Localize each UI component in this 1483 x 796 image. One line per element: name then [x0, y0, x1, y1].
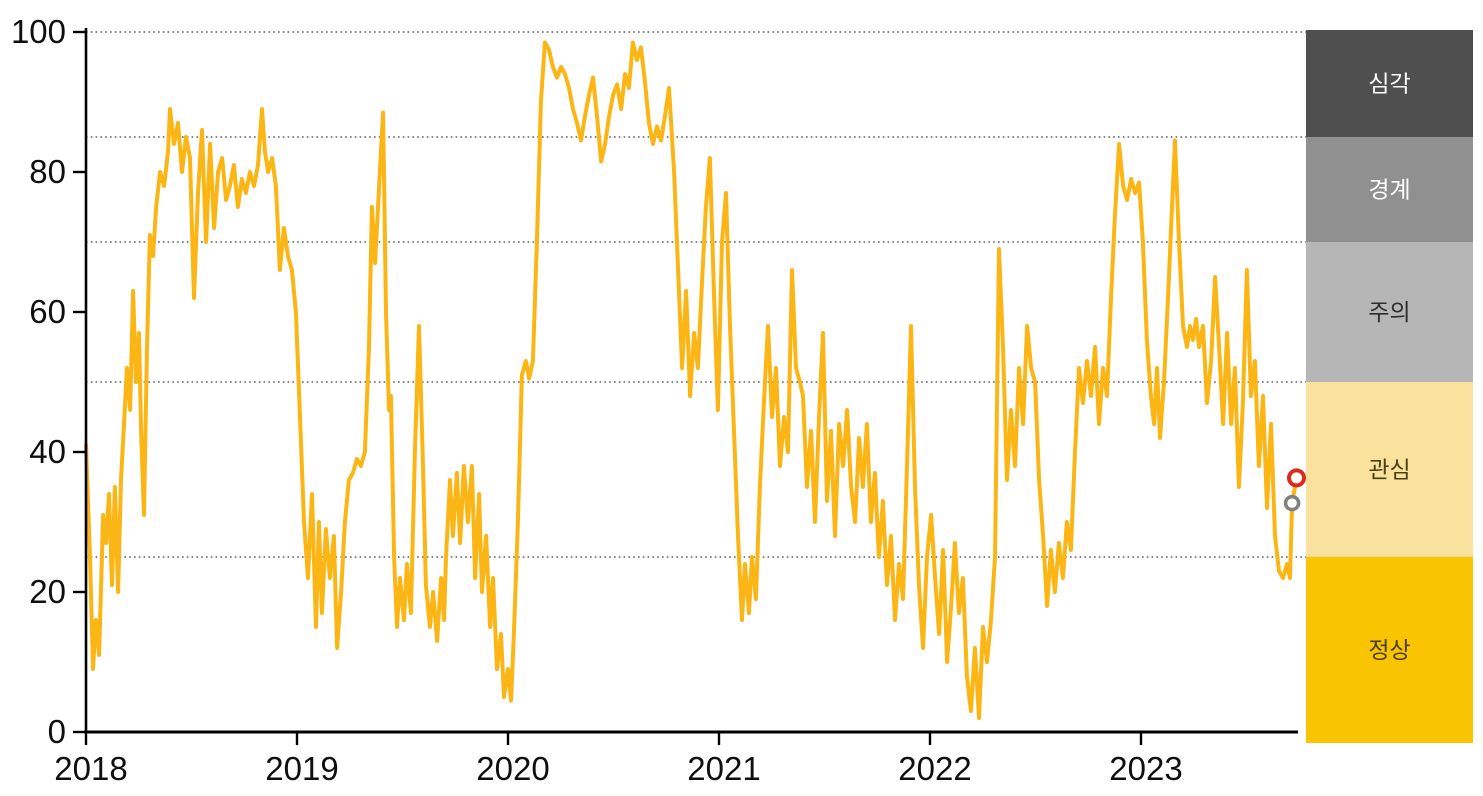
zone-band-normal: [1306, 557, 1473, 743]
x-axis-label-2020: 2020: [476, 750, 549, 787]
previous-point-marker: [1283, 494, 1301, 512]
y-axis-label-60: 60: [29, 293, 66, 330]
zone-band-severe: [1306, 30, 1473, 137]
y-axis-label-100: 100: [11, 13, 66, 50]
latest-point-marker: [1287, 468, 1307, 488]
zone-label-caution: 주의: [1368, 299, 1410, 325]
zone-band-attention: [1306, 382, 1473, 557]
zone-label-severe: 심각: [1368, 71, 1410, 97]
y-axis-label-40: 40: [29, 433, 66, 470]
x-axis-label-2019: 2019: [265, 750, 338, 787]
x-axis-label-2021: 2021: [687, 750, 760, 787]
zone-band-caution: [1306, 242, 1473, 382]
financial-stress-index-line: [84, 40, 1299, 720]
y-axis-label-80: 80: [29, 153, 66, 190]
x-axis-label-2023: 2023: [1109, 750, 1182, 787]
zone-label-alert: 경계: [1368, 177, 1410, 203]
zone-band-alert: [1306, 137, 1473, 242]
y-axis-label-20: 20: [29, 573, 66, 610]
x-axis-label-2018: 2018: [54, 750, 127, 787]
zone-label-attention: 관심: [1368, 457, 1410, 483]
y-axis-label-0: 0: [48, 713, 66, 750]
zone-label-normal: 정상: [1368, 637, 1410, 663]
x-axis-label-2022: 2022: [898, 750, 971, 787]
